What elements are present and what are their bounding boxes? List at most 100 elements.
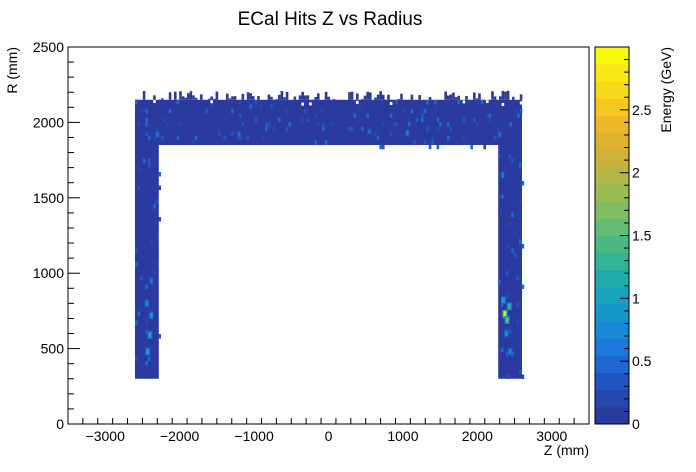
- heatmap-cell: [436, 144, 440, 150]
- heatmap-cell: [270, 104, 273, 109]
- heatmap-cell: [498, 280, 501, 285]
- heatmap-cell: [134, 248, 138, 254]
- heatmap-cell: [521, 181, 525, 186]
- heatmap-cell: [457, 99, 460, 105]
- heatmap-cell: [428, 97, 432, 100]
- heatmap-hotspot: [501, 172, 504, 178]
- x-tick-label: −2000: [160, 428, 200, 444]
- heatmap-hotspot: [502, 297, 505, 303]
- color-scale-step: [595, 269, 629, 288]
- heatmap-cell: [298, 95, 302, 100]
- heatmap-cell: [158, 334, 161, 339]
- heatmap-cell: [285, 91, 289, 100]
- heatmap-cell: [508, 329, 512, 335]
- heatmap-cell: [516, 275, 519, 281]
- heatmap-cell: [189, 91, 193, 100]
- heatmap-cell: [475, 98, 479, 100]
- x-tick-label: 3000: [536, 428, 567, 444]
- heatmap-cell: [426, 99, 429, 105]
- heatmap-cell: [150, 239, 154, 245]
- heatmap-cell: [288, 122, 291, 127]
- x-tick-label: −1000: [234, 428, 274, 444]
- heatmap-cell: [155, 262, 159, 267]
- heatmap-cell: [505, 352, 509, 357]
- color-scale-step: [595, 321, 629, 339]
- heatmap-cell: [153, 95, 156, 100]
- heatmap-cell: [452, 92, 455, 100]
- heatmap-cell: [392, 122, 395, 127]
- heatmap-cell: [355, 100, 359, 104]
- x-tick-label: 1000: [387, 428, 418, 444]
- heatmap-cell: [324, 140, 328, 145]
- heatmap-cell: [231, 108, 234, 114]
- heatmap-cell: [301, 117, 304, 123]
- heatmap-cell: [475, 122, 479, 127]
- heatmap-cell: [446, 135, 450, 141]
- heatmap-cell: [485, 100, 489, 104]
- heatmap-cell: [500, 194, 504, 200]
- y-tick-label: 2500: [33, 39, 64, 55]
- heatmap-cell: [498, 96, 502, 100]
- heatmap-cell: [324, 91, 328, 100]
- heatmap-cell: [153, 271, 156, 276]
- heatmap-cell: [246, 135, 250, 141]
- heatmap-cell: [470, 144, 473, 150]
- heatmap-cell: [449, 94, 453, 100]
- plot-frame: [67, 46, 590, 425]
- heatmap-cell: [166, 122, 169, 127]
- heatmap-cell: [205, 108, 208, 114]
- heatmap-cell: [368, 92, 372, 100]
- heatmap-cell: [505, 244, 509, 249]
- heatmap-cell: [361, 98, 364, 100]
- heatmap-cell: [184, 97, 187, 100]
- heatmap-cell: [160, 135, 164, 141]
- heatmap-hotspot: [150, 312, 153, 318]
- heatmap-cell: [277, 94, 281, 100]
- heatmap-cell: [350, 91, 354, 100]
- heatmap-cell: [186, 93, 190, 100]
- heatmap-cell: [493, 135, 497, 141]
- color-scale-step: [595, 81, 629, 99]
- heatmap-cell: [420, 113, 424, 118]
- y-tick-label: 1000: [33, 265, 64, 281]
- heatmap-cell: [518, 239, 522, 245]
- heatmap-cell: [353, 113, 356, 118]
- color-scale-step: [595, 338, 629, 356]
- heatmap-cell: [472, 92, 476, 100]
- heatmap-cell: [173, 91, 177, 100]
- heatmap-cell: [254, 99, 258, 105]
- heatmap-cell: [145, 329, 148, 335]
- heatmap-cell: [518, 370, 522, 375]
- color-scale-step: [595, 149, 629, 168]
- heatmap-cell: [410, 108, 414, 114]
- heatmap-cell: [415, 117, 419, 123]
- heatmap-cell: [194, 97, 198, 100]
- heatmap-cell: [179, 122, 182, 127]
- x-axis-label: Z (mm): [544, 442, 589, 458]
- heatmap-cell: [134, 356, 138, 362]
- heatmap-cell: [153, 203, 156, 209]
- color-scale-step: [595, 304, 629, 322]
- heatmap-cell: [379, 144, 382, 150]
- color-scale-tick-label: 0: [632, 416, 640, 432]
- color-scale-tick-label: 0.5: [632, 353, 652, 369]
- heatmap-cell: [160, 98, 164, 100]
- heatmap-cell: [493, 96, 497, 100]
- heatmap-cell: [521, 374, 525, 380]
- heatmap-cell: [519, 101, 523, 105]
- heatmap-cell: [506, 90, 510, 100]
- heatmap-cell: [348, 126, 351, 132]
- heatmap-cell: [436, 117, 440, 123]
- heatmap-hotspot: [146, 349, 149, 355]
- heatmap-cell: [501, 90, 505, 100]
- heatmap-hotspot: [406, 130, 409, 136]
- heatmap-cell: [137, 311, 141, 317]
- color-scale: 0 0.5 1 1.5 2 2.5: [594, 46, 652, 432]
- heatmap-cell: [306, 95, 310, 100]
- heatmap-cell: [210, 104, 213, 109]
- heatmap-cell: [267, 94, 271, 100]
- heatmap-cell: [207, 98, 211, 100]
- heatmap-cell: [488, 113, 492, 118]
- color-scale-step: [595, 184, 629, 202]
